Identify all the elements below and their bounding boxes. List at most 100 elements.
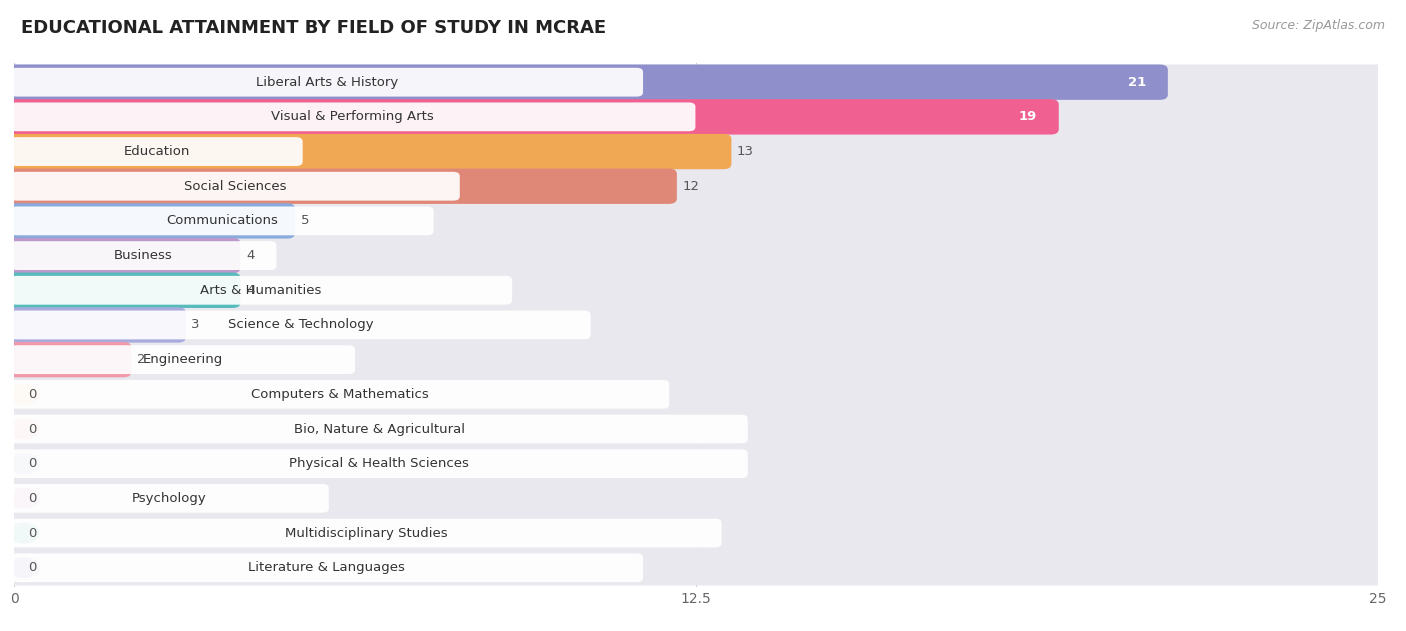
Text: Bio, Nature & Agricultural: Bio, Nature & Agricultural xyxy=(294,423,464,435)
FancyBboxPatch shape xyxy=(14,446,1378,481)
FancyBboxPatch shape xyxy=(6,134,1386,169)
FancyBboxPatch shape xyxy=(10,484,329,513)
Text: Psychology: Psychology xyxy=(132,492,207,505)
FancyBboxPatch shape xyxy=(14,65,1378,100)
Text: EDUCATIONAL ATTAINMENT BY FIELD OF STUDY IN MCRAE: EDUCATIONAL ATTAINMENT BY FIELD OF STUDY… xyxy=(21,19,606,37)
FancyBboxPatch shape xyxy=(14,204,1378,239)
Circle shape xyxy=(8,558,39,577)
FancyBboxPatch shape xyxy=(14,239,1378,273)
Text: Computers & Mathematics: Computers & Mathematics xyxy=(250,388,429,401)
Text: Arts & Humanities: Arts & Humanities xyxy=(201,284,322,297)
FancyBboxPatch shape xyxy=(10,415,748,444)
FancyBboxPatch shape xyxy=(14,308,1378,342)
Text: 3: 3 xyxy=(191,319,200,331)
FancyBboxPatch shape xyxy=(10,519,721,548)
FancyBboxPatch shape xyxy=(6,446,1386,481)
FancyBboxPatch shape xyxy=(14,481,1378,516)
FancyBboxPatch shape xyxy=(14,342,1378,377)
Text: 0: 0 xyxy=(28,492,37,505)
FancyBboxPatch shape xyxy=(10,310,591,339)
FancyBboxPatch shape xyxy=(6,342,1386,377)
Text: Engineering: Engineering xyxy=(142,353,222,366)
FancyBboxPatch shape xyxy=(6,342,131,377)
Text: 0: 0 xyxy=(28,423,37,435)
Text: 0: 0 xyxy=(28,561,37,574)
FancyBboxPatch shape xyxy=(10,449,748,478)
FancyBboxPatch shape xyxy=(14,377,1378,411)
FancyBboxPatch shape xyxy=(14,134,1378,169)
Text: 12: 12 xyxy=(682,180,699,192)
Circle shape xyxy=(8,142,39,162)
Circle shape xyxy=(8,177,39,196)
Circle shape xyxy=(8,246,39,265)
FancyBboxPatch shape xyxy=(14,169,1378,204)
FancyBboxPatch shape xyxy=(6,238,1386,273)
Text: Education: Education xyxy=(124,145,190,158)
Text: Visual & Performing Arts: Visual & Performing Arts xyxy=(271,110,434,123)
Text: 21: 21 xyxy=(1128,76,1146,89)
FancyBboxPatch shape xyxy=(10,206,433,235)
Circle shape xyxy=(8,316,39,334)
Circle shape xyxy=(8,385,39,404)
Text: Literature & Languages: Literature & Languages xyxy=(249,561,405,574)
Text: Business: Business xyxy=(114,249,173,262)
FancyBboxPatch shape xyxy=(14,273,1378,308)
Text: 0: 0 xyxy=(28,388,37,401)
Text: Communications: Communications xyxy=(166,215,278,227)
FancyBboxPatch shape xyxy=(6,273,1386,308)
FancyBboxPatch shape xyxy=(10,276,512,305)
FancyBboxPatch shape xyxy=(6,411,1386,447)
Circle shape xyxy=(8,281,39,300)
FancyBboxPatch shape xyxy=(6,203,295,239)
FancyBboxPatch shape xyxy=(10,345,354,374)
FancyBboxPatch shape xyxy=(14,411,1378,446)
Text: 5: 5 xyxy=(301,215,309,227)
FancyBboxPatch shape xyxy=(10,137,302,166)
Text: Multidisciplinary Studies: Multidisciplinary Studies xyxy=(284,527,447,540)
Text: 19: 19 xyxy=(1019,110,1038,123)
FancyBboxPatch shape xyxy=(10,102,696,131)
Circle shape xyxy=(8,107,39,127)
Text: Physical & Health Sciences: Physical & Health Sciences xyxy=(290,457,470,470)
FancyBboxPatch shape xyxy=(6,99,1059,134)
FancyBboxPatch shape xyxy=(6,516,1386,551)
Text: 4: 4 xyxy=(246,249,254,262)
FancyBboxPatch shape xyxy=(6,64,1168,100)
Text: 0: 0 xyxy=(28,457,37,470)
FancyBboxPatch shape xyxy=(6,168,1386,204)
Circle shape xyxy=(8,523,39,543)
FancyBboxPatch shape xyxy=(6,134,731,169)
Text: 13: 13 xyxy=(737,145,754,158)
FancyBboxPatch shape xyxy=(6,377,1386,412)
FancyBboxPatch shape xyxy=(14,550,1378,585)
FancyBboxPatch shape xyxy=(6,168,676,204)
Text: Science & Technology: Science & Technology xyxy=(228,319,373,331)
Text: 0: 0 xyxy=(28,527,37,540)
Text: Liberal Arts & History: Liberal Arts & History xyxy=(256,76,398,89)
FancyBboxPatch shape xyxy=(10,553,643,582)
Text: 4: 4 xyxy=(246,284,254,297)
FancyBboxPatch shape xyxy=(6,99,1386,134)
Circle shape xyxy=(8,350,39,369)
Circle shape xyxy=(8,420,39,439)
FancyBboxPatch shape xyxy=(14,100,1378,134)
Circle shape xyxy=(8,454,39,473)
FancyBboxPatch shape xyxy=(10,68,643,97)
FancyBboxPatch shape xyxy=(10,172,460,201)
Text: Social Sciences: Social Sciences xyxy=(184,180,287,192)
FancyBboxPatch shape xyxy=(10,241,277,270)
Text: Source: ZipAtlas.com: Source: ZipAtlas.com xyxy=(1251,19,1385,32)
FancyBboxPatch shape xyxy=(6,273,240,308)
FancyBboxPatch shape xyxy=(6,238,240,273)
Circle shape xyxy=(8,211,39,230)
Text: 2: 2 xyxy=(136,353,145,366)
FancyBboxPatch shape xyxy=(6,203,1386,239)
FancyBboxPatch shape xyxy=(6,307,186,343)
FancyBboxPatch shape xyxy=(10,380,669,409)
FancyBboxPatch shape xyxy=(14,516,1378,550)
Circle shape xyxy=(8,73,39,92)
FancyBboxPatch shape xyxy=(6,307,1386,343)
FancyBboxPatch shape xyxy=(6,64,1386,100)
Circle shape xyxy=(8,488,39,508)
FancyBboxPatch shape xyxy=(6,550,1386,586)
